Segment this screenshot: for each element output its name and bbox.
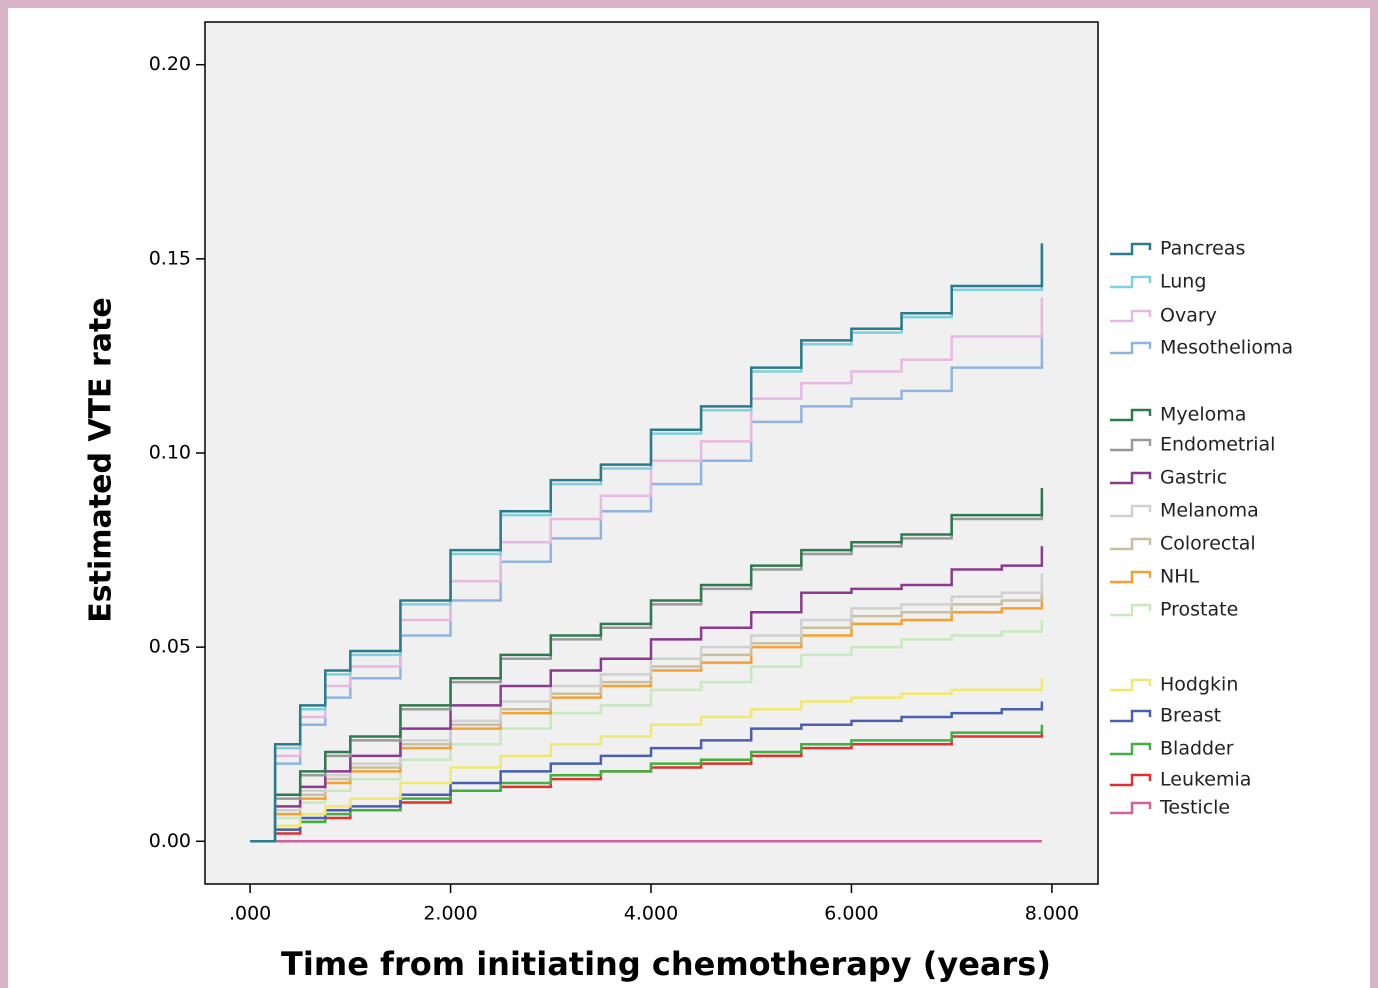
legend-label: Ovary [1160,305,1217,327]
legend-label: Colorectal [1160,533,1256,555]
series-line [250,243,1044,843]
legend-label: Bladder [1160,738,1234,760]
series-line [250,487,1044,843]
legend-symbol [1110,742,1152,756]
y-tick-label: 0.20 [149,53,191,75]
y-tick-label: 0.15 [149,247,191,269]
legend-label: Breast [1160,705,1221,727]
y-tick-label: 0.10 [149,442,191,464]
x-tick-label: .000 [229,903,271,925]
x-tick-label: 6.000 [824,903,878,925]
x-tick-label: 4.000 [624,903,678,925]
x-tick-label: 8.000 [1025,903,1079,925]
series-line [250,678,1044,843]
legend-label: NHL [1160,566,1200,588]
x-axis-label: Time from initiating chemotherapy (years… [281,945,1051,983]
legend-symbol [1110,678,1152,692]
legend-symbol [1110,408,1152,422]
legend-label: Melanoma [1160,500,1259,522]
legend-label: Lung [1160,271,1206,293]
legend-symbol [1110,471,1152,485]
legend-label: Endometrial [1160,434,1275,456]
legend-label: Myeloma [1160,404,1246,426]
legend-symbol [1110,537,1152,551]
legend-symbol [1110,438,1152,452]
legend-label: Mesothelioma [1160,337,1293,359]
legend-symbol [1110,504,1152,518]
legend-label: Pancreas [1160,238,1245,260]
legend-symbol [1110,709,1152,723]
legend-label: Testicle [1159,797,1230,819]
legend-symbol [1110,309,1152,323]
legend-label: Prostate [1160,599,1238,621]
x-tick-label: 2.000 [423,903,477,925]
legend-label: Gastric [1160,467,1227,489]
y-tick-label: 0.05 [149,636,191,658]
legend-symbol [1110,773,1152,787]
legend-symbol [1110,603,1152,617]
y-axis-label: Estimated VTE rate [84,297,119,622]
legend-label: Leukemia [1160,769,1251,791]
legend-symbol [1110,242,1152,256]
legend-symbol [1110,275,1152,289]
legend-label: Hodgkin [1160,674,1238,696]
legend-symbol [1110,570,1152,584]
legend-symbol [1110,341,1152,355]
legend-symbol [1110,801,1152,815]
y-tick-label: 0.00 [149,830,191,852]
